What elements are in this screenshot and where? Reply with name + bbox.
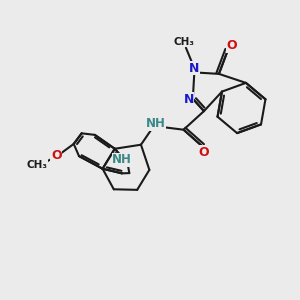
Text: N: N <box>183 93 194 106</box>
Text: N: N <box>189 62 200 75</box>
Text: CH₃: CH₃ <box>27 160 48 170</box>
Text: O: O <box>51 149 62 162</box>
Text: NH: NH <box>112 153 132 166</box>
Text: O: O <box>198 146 209 159</box>
Text: NH: NH <box>146 117 165 130</box>
Text: O: O <box>226 39 237 52</box>
Text: CH₃: CH₃ <box>174 37 195 47</box>
